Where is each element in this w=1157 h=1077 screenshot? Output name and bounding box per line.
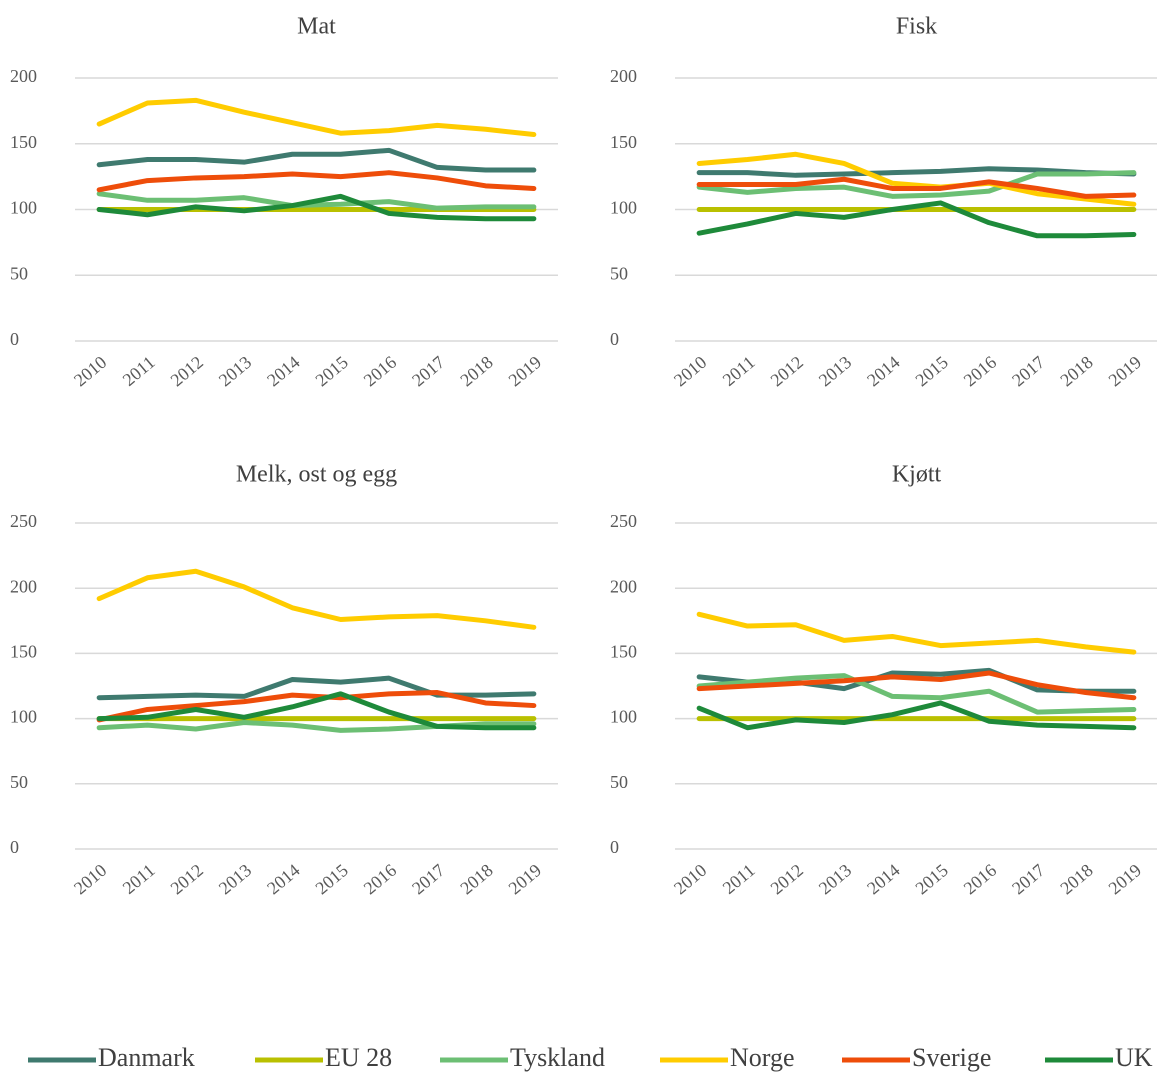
y-tick-label: 50 bbox=[610, 772, 628, 792]
legend-label: UK bbox=[1115, 1043, 1153, 1072]
x-tick-label: 2016 bbox=[360, 860, 400, 898]
x-tick-label: 2012 bbox=[167, 352, 207, 390]
x-tick-label: 2018 bbox=[456, 352, 496, 390]
legend-label: Tyskland bbox=[510, 1043, 605, 1072]
x-tick-label: 2011 bbox=[719, 860, 759, 898]
x-tick-label: 2015 bbox=[311, 860, 351, 898]
x-tick-label: 2019 bbox=[1105, 352, 1145, 390]
x-tick-label: 2012 bbox=[767, 860, 807, 898]
x-tick-label: 2013 bbox=[815, 352, 855, 390]
x-tick-label: 2019 bbox=[505, 352, 545, 390]
series-line bbox=[96, 170, 537, 193]
y-tick-label: 150 bbox=[10, 132, 37, 152]
y-tick-label: 0 bbox=[10, 837, 19, 857]
chart-title: Kjøtt bbox=[892, 462, 942, 488]
chart-title: Fisk bbox=[896, 14, 937, 40]
legend-label: Sverige bbox=[912, 1043, 991, 1072]
y-tick-label: 250 bbox=[610, 511, 637, 531]
y-tick-label: 200 bbox=[610, 66, 637, 86]
x-tick-label: 2018 bbox=[1056, 860, 1096, 898]
series-line bbox=[96, 568, 537, 630]
y-tick-label: 50 bbox=[10, 772, 28, 792]
series-line bbox=[696, 611, 1137, 655]
x-tick-label: 2019 bbox=[505, 860, 545, 898]
x-tick-label: 2017 bbox=[1008, 860, 1048, 898]
x-tick-label: 2014 bbox=[863, 352, 903, 390]
x-tick-label: 2015 bbox=[311, 352, 351, 390]
y-tick-label: 150 bbox=[10, 642, 37, 662]
x-tick-label: 2017 bbox=[408, 352, 448, 390]
series-line bbox=[696, 151, 1137, 207]
series-line bbox=[696, 673, 1137, 715]
x-tick-label: 2010 bbox=[670, 352, 710, 390]
y-tick-label: 100 bbox=[610, 198, 637, 218]
y-tick-label: 100 bbox=[610, 707, 637, 727]
y-tick-label: 150 bbox=[610, 132, 637, 152]
x-tick-label: 2016 bbox=[960, 352, 1000, 390]
series-line bbox=[96, 691, 537, 731]
x-tick-label: 2016 bbox=[360, 352, 400, 390]
series-line bbox=[96, 191, 537, 211]
series-line bbox=[696, 200, 1137, 239]
legend-label: Danmark bbox=[98, 1043, 195, 1072]
x-tick-label: 2010 bbox=[670, 860, 710, 898]
y-tick-label: 50 bbox=[610, 263, 628, 283]
x-tick-label: 2013 bbox=[815, 860, 855, 898]
x-tick-label: 2014 bbox=[263, 860, 303, 898]
chart-title: Melk, ost og egg bbox=[236, 462, 397, 488]
legend-label: EU 28 bbox=[325, 1043, 392, 1072]
x-tick-label: 2017 bbox=[1008, 352, 1048, 390]
x-tick-label: 2018 bbox=[456, 860, 496, 898]
x-tick-label: 2012 bbox=[167, 860, 207, 898]
y-tick-label: 0 bbox=[10, 329, 19, 349]
series-line bbox=[96, 193, 537, 222]
x-tick-label: 2011 bbox=[119, 860, 159, 898]
x-tick-label: 2015 bbox=[911, 860, 951, 898]
x-tick-label: 2015 bbox=[911, 352, 951, 390]
x-tick-label: 2010 bbox=[70, 860, 110, 898]
x-tick-label: 2011 bbox=[719, 352, 759, 390]
y-tick-label: 0 bbox=[610, 837, 619, 857]
x-tick-label: 2019 bbox=[1105, 860, 1145, 898]
y-tick-label: 250 bbox=[10, 511, 37, 531]
legend-label: Norge bbox=[730, 1043, 795, 1072]
series-line bbox=[96, 97, 537, 138]
x-tick-label: 2014 bbox=[863, 860, 903, 898]
x-tick-label: 2017 bbox=[408, 860, 448, 898]
series-line bbox=[96, 147, 537, 173]
series-line bbox=[96, 675, 537, 701]
x-tick-label: 2012 bbox=[767, 352, 807, 390]
y-tick-label: 200 bbox=[10, 66, 37, 86]
y-tick-label: 0 bbox=[610, 329, 619, 349]
x-tick-label: 2014 bbox=[263, 352, 303, 390]
x-tick-label: 2010 bbox=[70, 352, 110, 390]
series-line bbox=[696, 670, 1137, 701]
x-tick-label: 2016 bbox=[960, 860, 1000, 898]
y-tick-label: 100 bbox=[10, 198, 37, 218]
x-tick-label: 2013 bbox=[215, 860, 255, 898]
series-line bbox=[96, 690, 537, 723]
x-tick-label: 2018 bbox=[1056, 352, 1096, 390]
y-tick-label: 150 bbox=[610, 642, 637, 662]
series-line bbox=[696, 170, 1137, 199]
series-line bbox=[696, 166, 1137, 178]
x-tick-label: 2013 bbox=[215, 352, 255, 390]
series-line bbox=[696, 700, 1137, 731]
y-tick-label: 50 bbox=[10, 263, 28, 283]
y-tick-label: 200 bbox=[610, 576, 637, 596]
x-tick-label: 2011 bbox=[119, 352, 159, 390]
series-line bbox=[696, 176, 1137, 199]
y-tick-label: 200 bbox=[10, 576, 37, 596]
y-tick-label: 100 bbox=[10, 707, 37, 727]
chart-title: Mat bbox=[297, 14, 336, 40]
